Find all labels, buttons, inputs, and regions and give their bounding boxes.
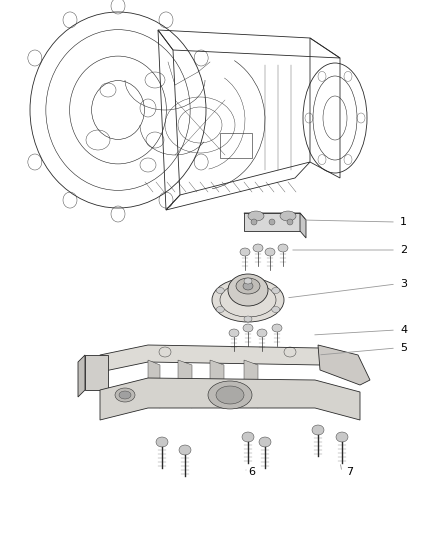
- Ellipse shape: [228, 274, 268, 306]
- Polygon shape: [244, 360, 258, 408]
- Ellipse shape: [179, 445, 191, 455]
- Polygon shape: [210, 360, 224, 408]
- Polygon shape: [100, 345, 360, 375]
- Ellipse shape: [244, 316, 252, 322]
- Polygon shape: [148, 360, 160, 408]
- Text: 1: 1: [400, 217, 407, 227]
- Text: 6: 6: [248, 467, 255, 477]
- Ellipse shape: [216, 287, 224, 294]
- Ellipse shape: [265, 248, 275, 256]
- Text: 2: 2: [400, 245, 407, 255]
- Ellipse shape: [242, 432, 254, 442]
- Polygon shape: [78, 355, 85, 397]
- Text: 5: 5: [400, 343, 407, 353]
- Polygon shape: [300, 213, 306, 238]
- Ellipse shape: [278, 244, 288, 252]
- Polygon shape: [244, 213, 306, 220]
- Text: 4: 4: [400, 325, 407, 335]
- Ellipse shape: [280, 211, 296, 221]
- Ellipse shape: [216, 306, 224, 312]
- Ellipse shape: [229, 329, 239, 337]
- Ellipse shape: [257, 329, 267, 337]
- Ellipse shape: [208, 381, 252, 409]
- Ellipse shape: [236, 278, 260, 294]
- Ellipse shape: [287, 219, 293, 225]
- Text: 7: 7: [346, 467, 353, 477]
- Ellipse shape: [312, 425, 324, 435]
- Polygon shape: [85, 355, 108, 390]
- Ellipse shape: [119, 391, 131, 399]
- Ellipse shape: [212, 278, 284, 322]
- Ellipse shape: [156, 437, 168, 447]
- Polygon shape: [100, 378, 360, 420]
- Ellipse shape: [115, 388, 135, 402]
- Ellipse shape: [259, 437, 271, 447]
- Ellipse shape: [269, 219, 275, 225]
- Ellipse shape: [243, 282, 253, 290]
- Ellipse shape: [272, 324, 282, 332]
- Ellipse shape: [272, 306, 280, 312]
- Ellipse shape: [272, 287, 280, 294]
- Ellipse shape: [243, 324, 253, 332]
- Ellipse shape: [216, 386, 244, 404]
- Ellipse shape: [253, 244, 263, 252]
- Ellipse shape: [240, 248, 250, 256]
- Polygon shape: [244, 213, 300, 231]
- Ellipse shape: [336, 432, 348, 442]
- Ellipse shape: [251, 219, 257, 225]
- Ellipse shape: [244, 278, 252, 284]
- Polygon shape: [318, 345, 370, 385]
- Text: 3: 3: [400, 279, 407, 289]
- Ellipse shape: [248, 211, 264, 221]
- Polygon shape: [178, 360, 192, 408]
